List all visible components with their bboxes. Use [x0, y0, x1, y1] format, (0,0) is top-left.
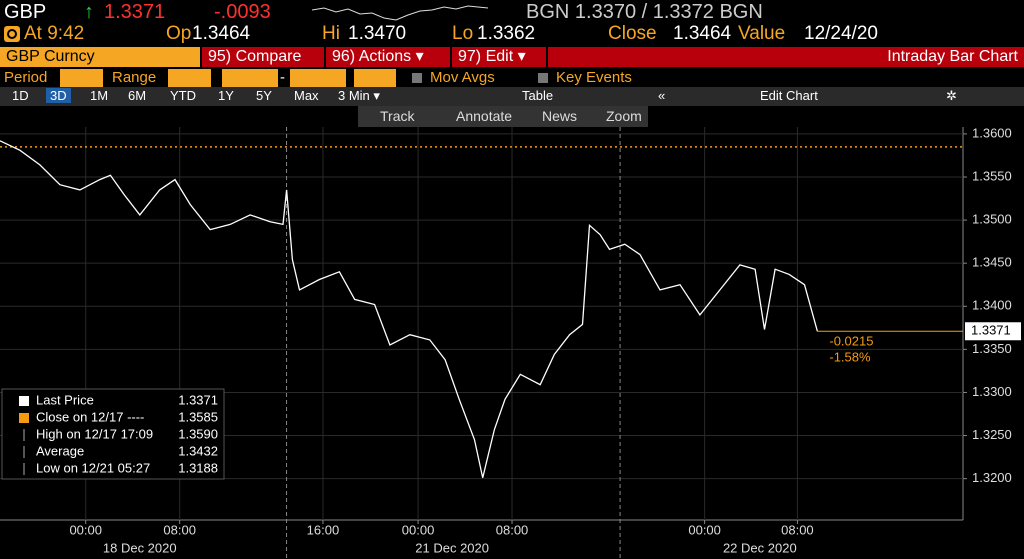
- span-button[interactable]: 3 Min ▾: [338, 88, 380, 103]
- span-button[interactable]: 1D: [12, 88, 29, 103]
- legend-swatch: [19, 413, 29, 423]
- annotate[interactable]: Annotate: [456, 108, 513, 124]
- legend-label: High on 12/17 17:09: [36, 426, 153, 441]
- up-arrow: ↑: [84, 1, 94, 23]
- legend-value: 1.3188: [178, 460, 218, 475]
- span-button[interactable]: 1M: [90, 88, 109, 103]
- chart-tools: Track Annotate News Zoom: [358, 106, 648, 127]
- last-price: 1.3371: [104, 1, 166, 23]
- edit-button[interactable]: 97) Edit ▾: [452, 47, 546, 67]
- period-label: Period: [4, 69, 48, 86]
- y-tick-label: 1.3450: [972, 255, 1012, 270]
- close: 1.3464: [673, 23, 732, 44]
- time: At 9:42: [24, 23, 85, 44]
- x-tick-label: 08:00: [163, 522, 196, 537]
- high-label: Hi: [322, 23, 340, 44]
- x-tick-label: 00:00: [69, 522, 102, 537]
- sparkline: [312, 5, 488, 21]
- value-label: Value: [738, 23, 786, 44]
- x-tick-label: 08:00: [496, 522, 529, 537]
- key-events[interactable]: Key Events: [556, 69, 632, 86]
- legend-label: Last Price: [36, 392, 94, 407]
- legend-label: Close on 12/17 ----: [36, 409, 144, 424]
- span-button[interactable]: YTD: [170, 88, 196, 103]
- pct-annotation: -1.58%: [829, 350, 871, 365]
- span-button[interactable]: 5Y: [256, 88, 272, 103]
- x-tick-label: 00:00: [402, 522, 435, 537]
- high: 1.3470: [348, 23, 407, 44]
- source-input[interactable]: BGN: [354, 69, 396, 87]
- table-button[interactable]: Table: [522, 88, 554, 103]
- toolbar: Table « Edit Chart ✲ 1D 3D 1M 6M YTD 1Y 5Y Max 3…: [0, 87, 1024, 106]
- y-tick-label: 1.3250: [972, 427, 1012, 442]
- y-tick-label: 1.3200: [972, 470, 1012, 485]
- range-dash: -: [280, 69, 285, 86]
- period-input[interactable]: 3: [60, 69, 103, 87]
- value-date: 12/24/20: [804, 23, 878, 44]
- legend-value: 1.3432: [178, 443, 218, 458]
- bid-ask: BGN 1.3370 / 1.3372 BGN: [526, 1, 763, 23]
- last-price-box: [965, 322, 1021, 341]
- legend-value: 1.3590: [178, 426, 218, 441]
- y-tick-label: 1.3500: [972, 212, 1012, 227]
- compare-button[interactable]: 95) Compare: [202, 47, 324, 67]
- open: 1.3464: [192, 23, 251, 44]
- function-name: Intraday Bar Chart: [548, 47, 1024, 67]
- last-price-label: 1.3371: [971, 323, 1011, 338]
- price-line: [0, 140, 819, 478]
- date-label: 22 Dec 2020: [723, 540, 797, 555]
- y-tick-label: 1.3600: [972, 127, 1012, 140]
- legend-label: Low on 12/21 05:27: [36, 460, 150, 475]
- checkbox[interactable]: [412, 73, 422, 83]
- collapse[interactable]: «: [658, 88, 666, 103]
- news[interactable]: News: [542, 108, 578, 124]
- legend-label: Average: [36, 443, 84, 458]
- range-input[interactable]: 3: [168, 69, 211, 87]
- span-button[interactable]: 3D: [46, 88, 71, 103]
- close-label: Close: [608, 23, 657, 44]
- edit-chart[interactable]: Edit Chart: [760, 88, 818, 103]
- zoom[interactable]: Zoom: [606, 108, 642, 124]
- checkbox[interactable]: [538, 73, 548, 83]
- settings-icon[interactable]: ✲: [946, 88, 957, 103]
- range-label: Range: [112, 69, 157, 86]
- ticker: GBP: [4, 1, 47, 23]
- net-change: -.0093: [214, 1, 271, 23]
- from-input[interactable]: 17:00: [222, 69, 278, 87]
- span-button[interactable]: 6M: [128, 88, 147, 103]
- legend-swatch: [19, 396, 29, 406]
- chart: 1.3600 1.3550 1.3500 1.3450 1.3400 1.3350 1.33…: [0, 127, 1021, 559]
- date-label: 18 Dec 2020: [103, 540, 177, 555]
- x-tick-label: 08:00: [781, 522, 814, 537]
- y-tick-label: 1.3550: [972, 168, 1012, 183]
- to-input[interactable]: 16:59: [290, 69, 346, 87]
- x-tick-label: 16:00: [307, 522, 340, 537]
- low: 1.3362: [477, 23, 536, 44]
- legend-value: 1.3585: [178, 409, 218, 424]
- y-tick-label: 1.3300: [972, 384, 1012, 399]
- track[interactable]: Track: [380, 108, 415, 124]
- x-tick-label: 00:00: [688, 522, 721, 537]
- legend-box: [1, 388, 225, 480]
- low-label: Lo: [452, 23, 474, 44]
- open-label: Op: [166, 23, 192, 44]
- mov-avgs[interactable]: Mov Avgs: [430, 69, 495, 86]
- span-button[interactable]: Max: [294, 88, 319, 103]
- span-button[interactable]: 1Y: [218, 88, 234, 103]
- alert-icon: [4, 26, 20, 42]
- y-tick-label: 1.3400: [972, 298, 1012, 313]
- date-label: 21 Dec 2020: [415, 540, 489, 555]
- security[interactable]: GBP Curncy: [0, 47, 200, 67]
- actions-button[interactable]: 96) Actions ▾: [326, 47, 450, 67]
- legend-value: 1.3371: [178, 392, 218, 407]
- change-annotation: -0.0215: [829, 334, 873, 349]
- y-tick-label: 1.3350: [972, 341, 1012, 356]
